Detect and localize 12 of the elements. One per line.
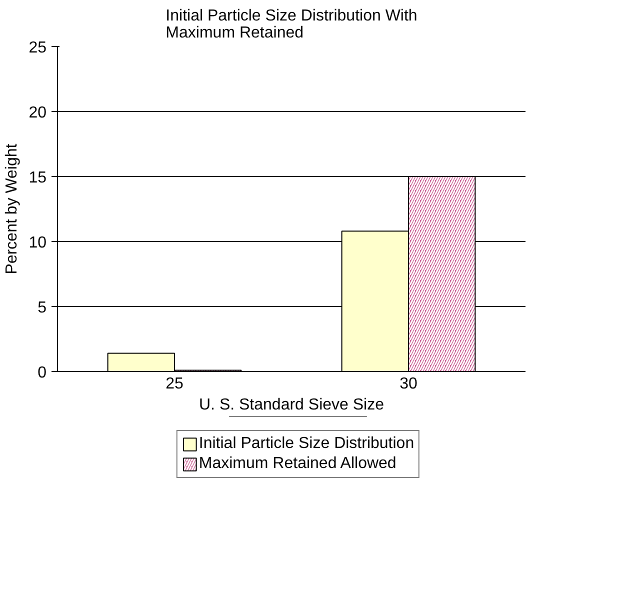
y-tick-label: 10 (28, 234, 47, 252)
y-tick-label: 15 (28, 170, 47, 186)
y-axis-title: Percent by Weight (4, 143, 21, 274)
x-tick-label: 30 (400, 376, 418, 392)
legend-label: Maximum Retained Allowed (198, 454, 396, 472)
legend-label: Initial Particle Size Distribution (198, 434, 414, 452)
y-tick-label: 25 (28, 40, 47, 56)
y-tick-label: 5 (38, 300, 47, 316)
chart-title: Initial Particle Size Distribution With Maximum Retained (166, 8, 418, 42)
y-tick-label: 0 (38, 364, 47, 382)
y-tick-label: 20 (28, 104, 47, 122)
x-axis-title: U. S. Standard Sieve Size (199, 396, 384, 414)
